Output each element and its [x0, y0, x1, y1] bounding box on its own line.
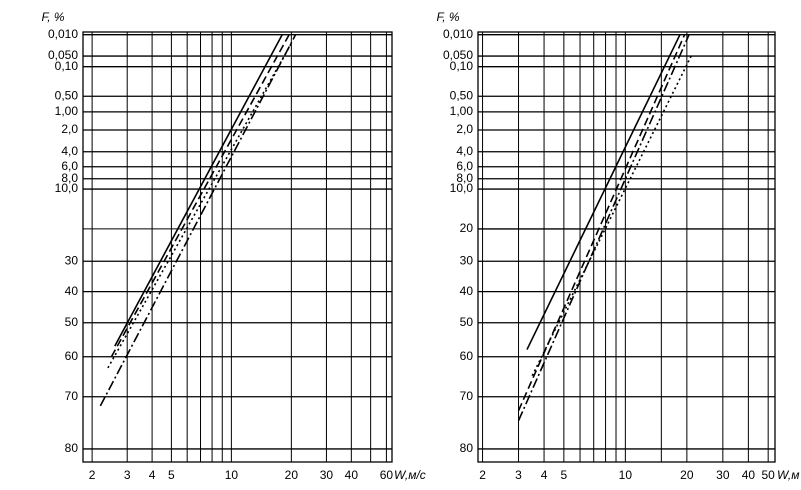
x-tick-label: 4 [541, 468, 548, 482]
y-tick-label: 80 [460, 441, 474, 455]
plot-frame [82, 31, 393, 463]
y-tick-label: 4,0 [61, 144, 78, 158]
y-tick-label: 80 [65, 441, 79, 455]
y-tick-label: 6,0 [456, 159, 473, 173]
x-tick-label: 20 [680, 468, 694, 482]
data-line [531, 55, 692, 377]
data-line [107, 42, 293, 369]
y-tick-label: 0,50 [450, 88, 474, 102]
data-line [114, 34, 283, 347]
x-tick-label: 40 [742, 468, 756, 482]
data-line [99, 34, 297, 407]
y-tick-label: 10,0 [55, 181, 79, 195]
y-tick-label: 70 [460, 389, 474, 403]
y-tick-label: 50 [460, 315, 474, 329]
x-tick-label: 40 [345, 468, 359, 482]
data-line [517, 34, 690, 421]
y-tick-label: 20 [460, 221, 474, 235]
x-tick-label: 5 [168, 468, 175, 482]
y-tick-label: 0,050 [48, 48, 78, 62]
y-axis-label: F, % [41, 10, 64, 24]
x-tick-label: 4 [149, 468, 156, 482]
y-tick-label: 10,0 [450, 181, 474, 195]
y-tick-label: 60 [460, 349, 474, 363]
x-tick-label: 10 [619, 468, 633, 482]
y-tick-label: 0,50 [55, 88, 79, 102]
x-tick-label: 30 [716, 468, 730, 482]
x-tick-label: 10 [225, 468, 239, 482]
data-line [526, 34, 681, 350]
y-tick-label: 40 [65, 284, 79, 298]
x-axis-label: W,м [777, 468, 799, 482]
y-tick-label: 8,0 [61, 171, 78, 185]
y-tick-label: 1,00 [450, 104, 474, 118]
x-tick-label: 50 [761, 468, 775, 482]
y-tick-label: 0,010 [48, 27, 78, 41]
y-tick-label: 8,0 [456, 171, 473, 185]
y-tick-label: 6,0 [61, 159, 78, 173]
data-line [110, 34, 290, 358]
x-axis-label: W,м/с [394, 468, 426, 482]
x-tick-label: 60 [380, 468, 394, 482]
x-tick-label: 3 [124, 468, 131, 482]
y-tick-label: 0,010 [443, 27, 473, 41]
x-tick-label: 30 [320, 468, 334, 482]
y-tick-label: 2,0 [456, 122, 473, 136]
x-tick-label: 2 [479, 468, 486, 482]
y-tick-label: 70 [65, 389, 79, 403]
y-axis-label: F, % [436, 10, 459, 24]
y-tick-label: 0,10 [55, 59, 79, 73]
data-line [517, 34, 686, 411]
y-tick-label: 30 [65, 253, 79, 267]
y-tick-label: 4,0 [456, 144, 473, 158]
y-tick-label: 50 [65, 315, 79, 329]
y-tick-label: 60 [65, 349, 79, 363]
x-tick-label: 2 [89, 468, 96, 482]
x-tick-label: 3 [515, 468, 522, 482]
y-tick-label: 40 [460, 284, 474, 298]
plot-frame [477, 31, 776, 463]
y-tick-label: 0,10 [450, 59, 474, 73]
x-tick-label: 5 [561, 468, 568, 482]
y-tick-label: 2,0 [61, 122, 78, 136]
y-tick-label: 30 [460, 253, 474, 267]
y-tick-label: 1,00 [55, 104, 79, 118]
x-tick-label: 20 [285, 468, 299, 482]
y-tick-label: 0,050 [443, 48, 473, 62]
